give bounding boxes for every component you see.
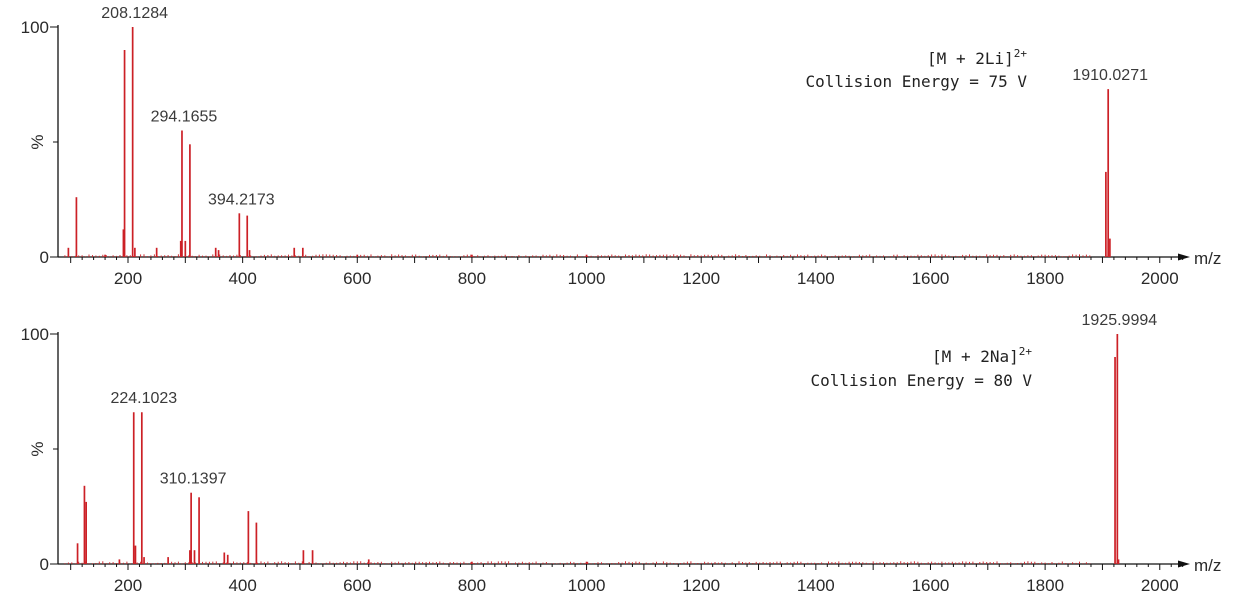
y-tick-label: 100 — [21, 18, 49, 37]
ion-annotation: [M + 2Na]2+ — [932, 345, 1032, 366]
ion-formula: [M + 2Li] — [927, 49, 1014, 68]
x-axis-label: m/z — [1194, 249, 1221, 268]
peak-label: 1910.0271 — [1072, 67, 1148, 84]
x-tick-label: 1200 — [682, 576, 720, 595]
x-tick-label: 2000 — [1141, 269, 1179, 288]
x-tick-label: 1800 — [1026, 576, 1064, 595]
ion-charge: 2+ — [1014, 47, 1028, 60]
x-tick-label: 800 — [458, 269, 486, 288]
x-tick-label: 1000 — [568, 269, 606, 288]
peak-label: 224.1023 — [110, 390, 177, 407]
peak-label: 294.1655 — [151, 109, 218, 126]
peak-label: 394.2173 — [208, 191, 275, 208]
peak-label: 208.1284 — [101, 5, 168, 22]
x-axis-arrow — [1178, 253, 1190, 261]
collision-energy-annotation: Collision Energy = 80 V — [810, 371, 1032, 390]
x-axis-label: m/z — [1194, 556, 1221, 575]
x-tick-label: 1400 — [797, 576, 835, 595]
spectrum-panel-1: 200 400 600 800 1000 1200 1400 1600 1800 2000 m/z 0… — [21, 5, 1222, 288]
x-tick-label: 1200 — [682, 269, 720, 288]
x-axis-arrow — [1178, 560, 1190, 568]
y-tick-label: 0 — [40, 555, 49, 574]
x-tick-label: 200 — [114, 269, 142, 288]
y-axis-label: % — [28, 441, 47, 456]
baseline-noise — [64, 254, 1091, 257]
y-axis-label: % — [28, 134, 47, 149]
ion-formula: [M + 2Na] — [932, 347, 1019, 366]
x-tick-label: 1600 — [912, 269, 950, 288]
x-tick-label: 200 — [114, 576, 142, 595]
x-tick-label: 1800 — [1026, 269, 1064, 288]
x-tick-label: 600 — [343, 576, 371, 595]
x-tick-label: 1000 — [568, 576, 606, 595]
ion-charge: 2+ — [1019, 345, 1033, 358]
x-tick-label: 1600 — [912, 576, 950, 595]
baseline-noise — [64, 561, 1091, 564]
x-tick-label: 400 — [228, 269, 256, 288]
x-tick-label: 800 — [458, 576, 486, 595]
spectrum-panel-2: 200 400 600 800 1000 1200 1400 1600 1800 2000 m/z 0… — [21, 312, 1222, 595]
collision-energy-annotation: Collision Energy = 75 V — [805, 72, 1027, 91]
ion-annotation: [M + 2Li]2+ — [927, 47, 1027, 68]
peak-label: 1925.9994 — [1082, 312, 1158, 329]
x-tick-label: 1400 — [797, 269, 835, 288]
x-tick-label: 400 — [228, 576, 256, 595]
peak-label: 310.1397 — [160, 471, 227, 488]
x-tick-label: 2000 — [1141, 576, 1179, 595]
x-tick-label: 600 — [343, 269, 371, 288]
y-tick-label: 100 — [21, 325, 49, 344]
y-tick-label: 0 — [40, 248, 49, 267]
